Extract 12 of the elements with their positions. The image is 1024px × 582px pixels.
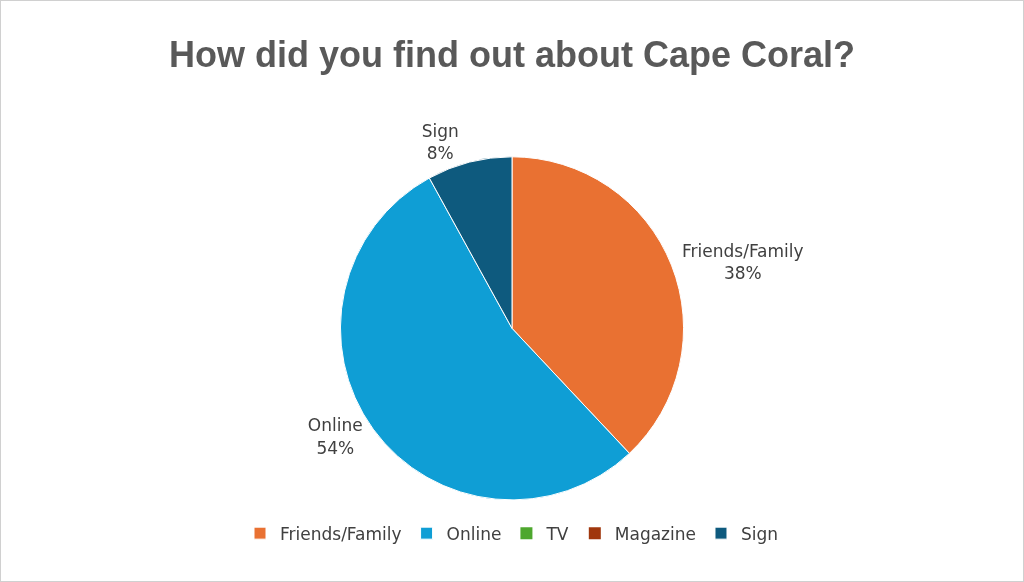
legend-label: Magazine — [614, 523, 696, 544]
legend-label: TV — [545, 523, 569, 544]
legend-label: Sign — [740, 523, 779, 544]
legend-label: Friends/Family — [280, 523, 402, 544]
data-label: 54% — [316, 437, 355, 458]
legend-label: Online — [446, 523, 502, 544]
data-label: 8% — [426, 143, 454, 164]
slice-label: Friends/Family — [682, 241, 804, 262]
slice-label: Online — [307, 415, 363, 436]
slice-label: Sign — [421, 121, 459, 142]
data-label: 38% — [723, 263, 762, 284]
chart-title: How did you find out about Cape Coral? — [169, 33, 855, 75]
